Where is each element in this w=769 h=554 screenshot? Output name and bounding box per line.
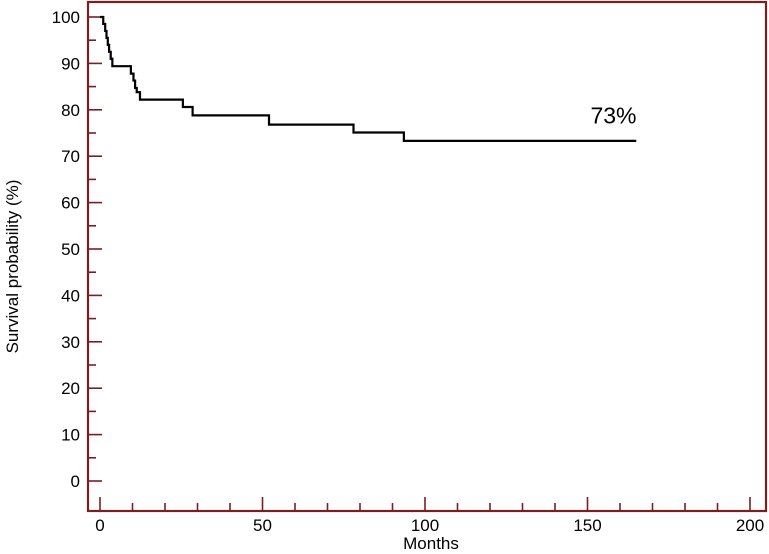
y-axis-label: Survival probability (%): [3, 180, 22, 354]
y-tick-label: 90: [61, 54, 80, 73]
x-tick-label: 50: [253, 516, 272, 535]
tick-labels: 0 10 20 30 40 50 60 70 80 90 100 0 50 100 150 200: [52, 8, 765, 535]
y-tick-label: 100: [52, 8, 80, 27]
survival-curve: [100, 15, 637, 142]
x-tick-label: 100: [411, 516, 439, 535]
axis-ticks: [88, 16, 751, 511]
y-tick-label: 0: [71, 472, 80, 491]
y-tick-label: 50: [61, 240, 80, 259]
plot-frame: [86, 0, 768, 513]
y-tick-label: 20: [61, 379, 80, 398]
annotation-label: 73%: [590, 102, 636, 128]
y-tick-label: 30: [61, 333, 80, 352]
x-tick-label: 150: [573, 516, 601, 535]
y-tick-label: 60: [61, 194, 80, 213]
x-axis-label: Months: [403, 534, 459, 553]
y-tick-label: 10: [61, 426, 80, 445]
x-tick-label: 200: [736, 516, 764, 535]
y-tick-label: 70: [61, 147, 80, 166]
x-tick-label: 0: [95, 516, 104, 535]
y-tick-label: 80: [61, 101, 80, 120]
y-tick-label: 40: [61, 286, 80, 305]
